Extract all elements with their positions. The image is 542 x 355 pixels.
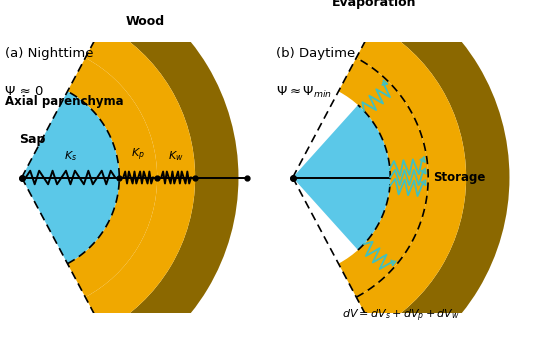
Text: Wood: Wood xyxy=(126,15,165,28)
Text: (b) Daytime: (b) Daytime xyxy=(276,48,356,60)
Text: $K_p$: $K_p$ xyxy=(131,146,145,163)
Wedge shape xyxy=(374,0,509,355)
Text: Storage: Storage xyxy=(434,171,486,184)
Text: Ψ ≈ 0: Ψ ≈ 0 xyxy=(5,85,44,98)
Wedge shape xyxy=(22,91,119,264)
Wedge shape xyxy=(293,105,390,250)
Wedge shape xyxy=(68,58,157,297)
Text: Axial parenchyma: Axial parenchyma xyxy=(5,95,124,108)
Text: $dV=dV_s+dV_p+dV_w$: $dV=dV_s+dV_p+dV_w$ xyxy=(343,307,460,324)
Text: $K_w$: $K_w$ xyxy=(169,149,184,163)
Text: $\Psi \approx \Psi_{min}$: $\Psi \approx \Psi_{min}$ xyxy=(276,85,332,100)
Wedge shape xyxy=(356,24,466,331)
Text: (a) Nighttime: (a) Nighttime xyxy=(5,48,94,60)
Text: Evaporation: Evaporation xyxy=(332,0,416,9)
Text: Sap: Sap xyxy=(19,133,46,146)
Text: $K_s$: $K_s$ xyxy=(64,149,77,163)
Wedge shape xyxy=(85,24,195,331)
Wedge shape xyxy=(103,0,238,355)
Wedge shape xyxy=(339,58,428,297)
